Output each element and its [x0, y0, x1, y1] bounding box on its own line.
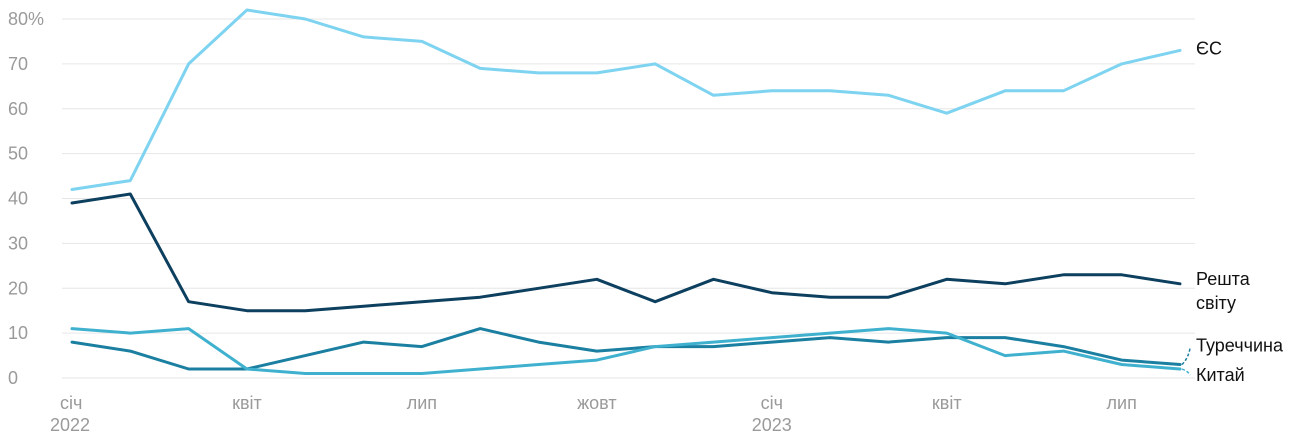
y-tick-label: 0 [8, 368, 18, 388]
series-line-1 [70, 192, 1182, 313]
y-tick-label: 70 [8, 54, 28, 74]
series-label: Решта [1196, 269, 1251, 289]
y-axis: 0 10 20 30 40 50 60 70 80% [8, 9, 44, 388]
x-tick-year-label: 2022 [50, 415, 90, 433]
grid-lines [62, 18, 1195, 379]
y-tick-label: 20 [8, 278, 28, 298]
y-tick-label: 50 [8, 144, 28, 164]
series-leader-line [1181, 368, 1191, 376]
series-lines [70, 8, 1182, 375]
y-tick-label: 10 [8, 323, 28, 343]
x-tick-label: лип [1107, 393, 1137, 413]
series-label: світу [1196, 293, 1236, 313]
y-tick-label: 80% [8, 9, 44, 29]
series-labels: ЄС Решта світу Туреччина Китай [1181, 38, 1284, 385]
x-tick-label: жовт [577, 393, 616, 413]
series-line-2 [70, 327, 1182, 371]
y-tick-label: 40 [8, 189, 28, 209]
x-tick-label: лип [407, 393, 437, 413]
x-tick-label: квіт [232, 393, 262, 413]
x-tick-label: квіт [932, 393, 962, 413]
series-leader-line [1181, 348, 1191, 366]
x-tick-label: січ [60, 393, 82, 413]
series-label: Китай [1196, 365, 1245, 385]
x-axis: січ 2022 квіт лип жовт січ 2023 квіт лип [50, 393, 1137, 433]
y-tick-label: 30 [8, 233, 28, 253]
series-line-3 [70, 327, 1182, 375]
y-tick-label: 60 [8, 99, 28, 119]
series-line-0 [70, 8, 1182, 191]
x-tick-label: січ [761, 393, 783, 413]
series-label: Туреччина [1196, 336, 1284, 356]
series-label: ЄС [1196, 38, 1222, 58]
x-tick-year-label: 2023 [752, 415, 792, 433]
